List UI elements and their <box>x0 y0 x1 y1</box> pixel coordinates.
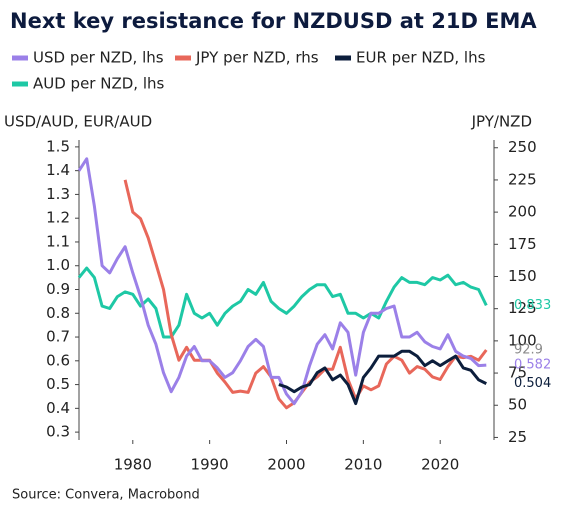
series-line <box>77 266 488 339</box>
y-tick-label: 0.8 <box>46 304 70 322</box>
y-tick-label: 0.7 <box>46 328 70 346</box>
y-tick-label: 0.6 <box>46 351 70 369</box>
y2-tick-label: 50 <box>508 396 527 414</box>
y-tick-label: 1.3 <box>46 185 70 203</box>
y-tick-label: 1.2 <box>46 209 70 227</box>
x-tick-label: 2000 <box>267 456 305 474</box>
y2-tick-label: 75 <box>508 364 527 382</box>
end-label: 0.504 <box>514 376 551 391</box>
y-tick-label: 1.5 <box>46 137 70 155</box>
x-tick-label: 1990 <box>191 456 229 474</box>
y-tick-label: 0.3 <box>46 423 70 441</box>
y2-tick-label: 175 <box>508 235 537 253</box>
y2-tick-label: 125 <box>508 299 537 317</box>
y-tick-label: 0.5 <box>46 375 70 393</box>
y-tick-label: 1.4 <box>46 161 70 179</box>
y-axis-label: USD/AUD, EUR/AUD <box>4 113 152 131</box>
legend-label: AUD per NZD, lhs <box>33 75 165 93</box>
y-tick-label: 1.1 <box>46 232 70 250</box>
y-tick-label: 0.9 <box>46 280 70 298</box>
y2-tick-label: 225 <box>508 170 537 188</box>
y2-tick-label: 150 <box>508 267 537 285</box>
chart-title: Next key resistance for NZDUSD at 21D EM… <box>10 9 537 33</box>
legend-label: USD per NZD, lhs <box>33 49 164 67</box>
source: Source: Convera, Macrobond <box>12 488 200 503</box>
y-tick-label: 0.4 <box>46 399 70 417</box>
y2-tick-label: 100 <box>508 331 537 349</box>
x-tick-label: 1980 <box>114 456 152 474</box>
y2-tick-label: 25 <box>508 428 527 446</box>
end-label: 0.833 <box>514 298 551 313</box>
y2-axis-label: JPY/NZD <box>471 113 532 131</box>
x-tick-label: 2020 <box>421 456 459 474</box>
series-line <box>278 349 487 406</box>
y2-tick-label: 250 <box>508 138 537 156</box>
x-tick-label: 2010 <box>344 456 382 474</box>
y-tick-label: 1.0 <box>46 256 70 274</box>
legend-label: JPY per NZD, rhs <box>195 49 319 67</box>
end-label: 0.582 <box>514 358 551 373</box>
end-label: 92.9 <box>514 343 543 358</box>
legend-label: EUR per NZD, lhs <box>356 49 486 67</box>
y2-tick-label: 200 <box>508 203 537 221</box>
